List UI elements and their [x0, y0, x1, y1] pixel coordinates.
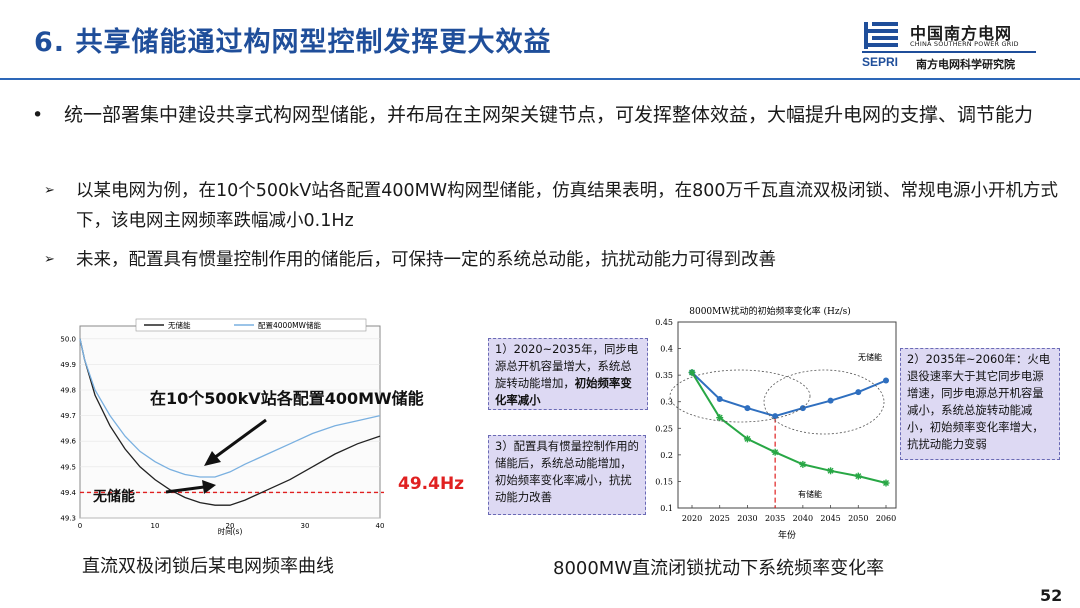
y-tick-label: 49.3: [60, 515, 76, 523]
sub-bullet: ➢ 以某电网为例，在10个500kV站各配置400MW构网型储能，仿真结果表明，…: [44, 176, 1064, 236]
frequency-curve-chart: 50.0 49.9 49.8 49.7 49.6 49.5 49.4 49.30 10 20 30 4…: [44, 318, 384, 544]
data-point: [771, 448, 779, 456]
x-tick-label: 10: [151, 522, 160, 530]
x-tick-label: 2035: [765, 514, 785, 523]
x-tick-label: 2020: [682, 514, 702, 523]
series-line: [691, 371, 887, 418]
power-grid-logo-icon: [864, 22, 898, 49]
chart-title: 8000MW扰动的初始频率变化率 (Hz/s): [689, 305, 851, 317]
y-tick-label: 49.4: [60, 489, 76, 497]
y-tick-label: 0.4: [660, 345, 673, 354]
callout-arrowhead-icon: [204, 451, 221, 466]
y-tick-label: 0.1: [660, 504, 673, 513]
plot-frame: [677, 321, 897, 509]
logo-chinese-name: 中国南方电网: [910, 24, 1013, 43]
note-text: 2）2035年~2060年：火电退役速率大于其它同步电源增速，同步电源总开机容量…: [907, 352, 1051, 451]
page-title: 6. 共享储能通过构网型控制发挥更大效益: [34, 27, 552, 58]
x-tick-label: 20: [226, 522, 235, 530]
data-point: [743, 435, 751, 443]
callout-arrowhead-icon: [202, 480, 216, 494]
x-tick-label: 2060: [876, 514, 896, 523]
sub-bullet-text: 未来，配置具有惯量控制作用的储能后，可保持一定的系统总动能，抗扰动能力可得到改善: [76, 250, 776, 270]
title-divider: [0, 78, 1080, 80]
annotation-note-2: 2）2035年~2060年：火电退役速率大于其它同步电源增速，同步电源总开机容量…: [900, 348, 1060, 460]
highlight-ellipse: [763, 369, 885, 435]
data-point: [799, 460, 807, 468]
note-bold-text: 初始频率变化率减小: [495, 376, 632, 407]
callout-arrow: [213, 418, 267, 460]
logo-institute: 南方电网科学研究院: [916, 58, 1015, 71]
y-tick-label: 0.35: [655, 371, 673, 380]
x-tick-label: 2030: [737, 514, 757, 523]
x-tick-label: 2050: [848, 514, 868, 523]
y-tick-label: 49.8: [60, 387, 76, 395]
data-point: [799, 405, 806, 412]
legend-label: 无储能: [168, 320, 191, 330]
logo-english-name: CHINA SOUTHERN POWER GRID: [910, 40, 1019, 48]
x-tick-label: 30: [301, 522, 310, 530]
x-tick-label: 2025: [710, 514, 730, 523]
right-figure-caption: 8000MW直流闭锁扰动下系统频率变化率: [553, 558, 885, 579]
annotation-note-3: 3）配置具有惯量控制作用的储能后，系统总动能增加，初始频率变化率减小，抗扰动能力…: [488, 435, 646, 515]
y-tick-label: 49.9: [60, 361, 76, 369]
rocof-chart: 8000MW扰动的初始频率变化率 (Hz/s) 0.1 0.15 0.2 0.25 0.…: [640, 298, 900, 550]
y-tick-label: 0.45: [655, 318, 673, 327]
threshold-label: 49.4Hz: [398, 474, 465, 494]
company-logo: 中国南方电网 CHINA SOUTHERN POWER GRID SEPRI 南…: [862, 20, 1062, 72]
page-number: 52: [1040, 586, 1063, 605]
series-line: [79, 338, 381, 478]
y-tick-label: 49.5: [60, 463, 76, 471]
y-tick-label: 50.0: [60, 335, 76, 343]
data-point: [854, 472, 862, 480]
logo-divider: [862, 51, 1036, 53]
bullet-dot-icon: •: [32, 104, 44, 126]
x-tick-label: 40: [376, 522, 384, 530]
sub-bullet: ➢ 未来，配置具有惯量控制作用的储能后，可保持一定的系统总动能，抗扰动能力可得到…: [44, 245, 1064, 275]
plot-frame: [79, 325, 381, 519]
arrow-bullet-icon: ➢: [44, 183, 55, 198]
x-tick-label: 2040: [793, 514, 813, 523]
series-label: 无储能: [858, 352, 882, 362]
series-label: 有储能: [798, 489, 822, 499]
y-tick-label: 0.3: [660, 398, 673, 407]
x-tick-label: 0: [78, 522, 82, 530]
legend-label: 配置4000MW储能: [258, 320, 321, 330]
series-line: [79, 338, 381, 506]
main-bullet-text: 统一部署集中建设共享式构网型储能，并布局在主网架关键节点，可发挥整体效益，大幅提…: [64, 104, 1034, 126]
highlight-ellipse: [669, 369, 811, 423]
callout-arrow: [165, 485, 205, 494]
x-axis-label: 时间(s): [218, 526, 243, 536]
y-tick-label: 0.15: [655, 477, 673, 486]
storage-callout: 在10个500kV站各配置400MW储能: [150, 389, 424, 408]
data-point: [827, 397, 834, 404]
data-point: [716, 414, 724, 422]
note-text: 1）2020~2035年，同步电源总开机容量增大，系统总旋转动能增加，: [495, 342, 639, 390]
data-point: [827, 467, 835, 475]
left-figure-caption: 直流双极闭锁后某电网频率曲线: [82, 556, 334, 577]
data-point: [772, 413, 779, 420]
main-bullet: • 统一部署集中建设共享式构网型储能，并布局在主网架关键节点，可发挥整体效益，大…: [32, 99, 1062, 132]
data-point: [744, 405, 751, 412]
x-tick-label: 2045: [820, 514, 840, 523]
data-point: [688, 368, 696, 376]
y-tick-label: 49.6: [60, 438, 76, 446]
x-axis-label: 年份: [778, 529, 796, 541]
no-storage-callout: 无储能: [93, 489, 135, 505]
data-point: [882, 479, 890, 487]
annotation-note-1: 1）2020~2035年，同步电源总开机容量增大，系统总旋转动能增加，初始频率变…: [488, 338, 648, 410]
data-point: [883, 377, 889, 384]
logo-sepri: SEPRI: [862, 55, 899, 69]
sub-bullet-text: 以某电网为例，在10个500kV站各配置400MW构网型储能，仿真结果表明，在8…: [76, 181, 1058, 231]
arrow-bullet-icon: ➢: [44, 252, 55, 267]
note-text: 3）配置具有惯量控制作用的储能后，系统总动能增加，初始频率变化率减小，抗扰动能力…: [495, 439, 639, 504]
series-line: [691, 371, 887, 484]
data-point: [855, 389, 862, 396]
y-tick-label: 49.7: [60, 412, 76, 420]
chart-legend: 无储能 配置4000MW储能: [135, 318, 367, 332]
data-point: [716, 396, 723, 403]
y-tick-label: 0.25: [655, 424, 673, 433]
y-tick-label: 0.2: [660, 451, 673, 460]
